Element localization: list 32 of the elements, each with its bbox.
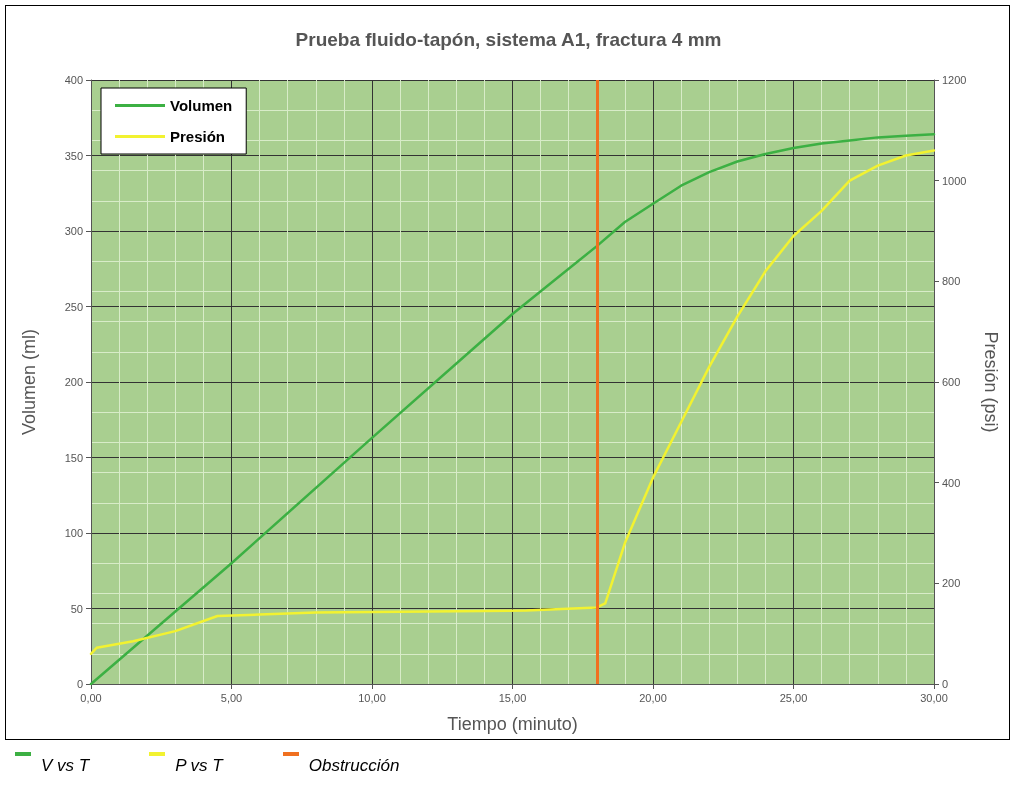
legend-label: Presión (170, 128, 226, 145)
y2-tick-label: 1000 (942, 174, 967, 187)
chart-title: Prueba fluido-tapón, sistema A1, fractura 4 mm (295, 29, 722, 50)
x-tick-label: 0,00 (80, 691, 102, 704)
y-tick-label: 200 (64, 376, 83, 388)
y2-tick-label: 600 (942, 376, 961, 388)
y-axis-title: Volumen (ml) (19, 328, 39, 436)
x-tick-label: 25,00 (779, 691, 808, 704)
x-tick-label: 20,00 (639, 691, 667, 704)
y2-tick-label: 800 (942, 275, 961, 288)
y-tick-label: 350 (64, 149, 83, 162)
y2-tick-label: 200 (942, 577, 961, 590)
text: P vs T (175, 756, 223, 776)
y2-tick-label: 400 (942, 476, 961, 489)
y2-axis-title: Presión (psi) (981, 331, 1001, 433)
y2-tick-label: 0 (942, 678, 949, 690)
text: Obstrucción (308, 756, 400, 776)
x-axis-title: Tiempo (minuto) (447, 714, 578, 734)
legend-label: Volumen (170, 97, 233, 114)
y-tick-label: 0 (76, 678, 83, 690)
y-tick-label: 50 (70, 602, 83, 615)
y-tick-label: 100 (64, 527, 83, 539)
x-tick-label: 30,00 (920, 691, 948, 704)
text: V vs T (41, 756, 90, 776)
x-tick-label: 5,00 (220, 691, 243, 704)
x-tick-label: 10,00 (358, 691, 386, 704)
y-tick-label: 400 (64, 74, 83, 86)
y2-tick-label: 1200 (942, 74, 967, 86)
y-tick-label: 150 (64, 451, 83, 464)
y-tick-label: 300 (64, 225, 83, 237)
y-tick-label: 250 (64, 300, 83, 313)
x-tick-label: 15,00 (498, 691, 527, 704)
